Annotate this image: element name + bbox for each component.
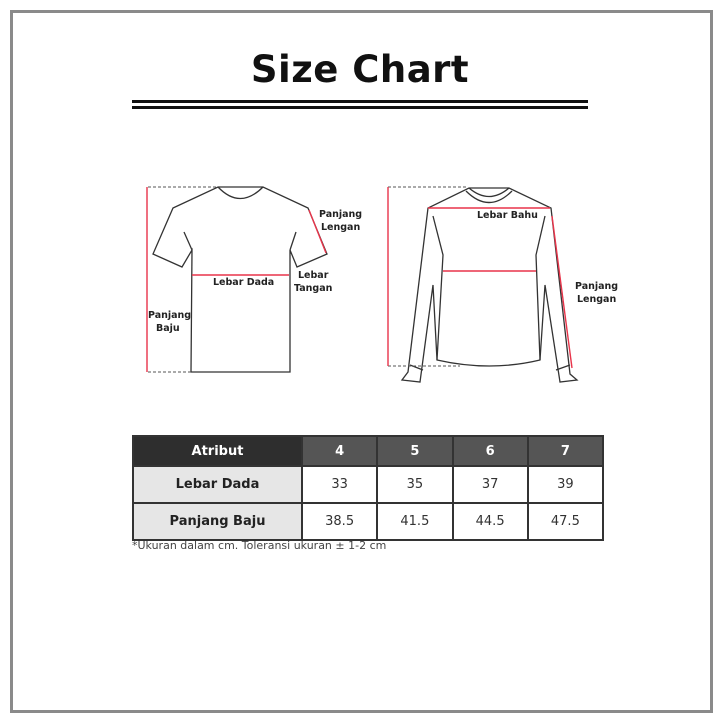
row-label: Lebar Dada <box>132 465 303 504</box>
tshirt-illustration <box>146 186 328 373</box>
garment-diagrams: Panjang Lengan Lebar Dada Lebar Tangan P… <box>146 186 618 383</box>
table-cell: 47.5 <box>526 502 605 541</box>
tshirt-label-sleeve-length-1: Panjang <box>319 209 362 220</box>
size-table: Atribut 4 5 6 7 Lebar Dada 33 35 37 39 P… <box>132 435 605 541</box>
table-cell: 44.5 <box>451 502 529 541</box>
table-cell: 41.5 <box>376 502 454 541</box>
tshirt-label-arm-width-1: Lebar <box>298 270 329 281</box>
title-underline-bottom <box>132 106 588 109</box>
table-cell: 33 <box>300 465 379 504</box>
tshirt-label-chest-width: Lebar Dada <box>213 277 274 288</box>
tshirt-label-body-length-1: Panjang <box>148 310 191 321</box>
header-size: 4 <box>300 435 379 467</box>
header-attribute: Atribut <box>132 435 303 467</box>
header-size: 6 <box>451 435 529 467</box>
title-underline-top <box>132 100 588 103</box>
table-cell: 39 <box>526 465 605 504</box>
table-row: Lebar Dada 33 35 37 39 <box>132 465 605 504</box>
longsleeve-label-shoulder-width: Lebar Bahu <box>477 210 538 221</box>
longsleeve-label-sleeve-length-2: Lengan <box>577 294 616 305</box>
tshirt-label-body-length-2: Baju <box>156 323 180 334</box>
page-title: Size Chart <box>250 48 470 91</box>
header-size: 5 <box>376 435 454 467</box>
longsleeve-label-sleeve-length-1: Panjang <box>575 281 618 292</box>
table-cell: 37 <box>451 465 529 504</box>
table-row: Panjang Baju 38.5 41.5 44.5 47.5 <box>132 502 605 541</box>
header-size: 7 <box>526 435 605 467</box>
table-header-row: Atribut 4 5 6 7 <box>132 435 605 467</box>
longsleeve-illustration <box>387 186 579 383</box>
table-cell: 35 <box>376 465 454 504</box>
size-tolerance-note: *Ukuran dalam cm. Toleransi ukuran ± 1-2… <box>132 539 387 552</box>
tshirt-label-arm-width-2: Tangan <box>294 283 333 294</box>
table-cell: 38.5 <box>300 502 379 541</box>
page-frame <box>10 10 713 713</box>
tshirt-label-sleeve-length-2: Lengan <box>321 222 360 233</box>
row-label: Panjang Baju <box>132 502 303 541</box>
